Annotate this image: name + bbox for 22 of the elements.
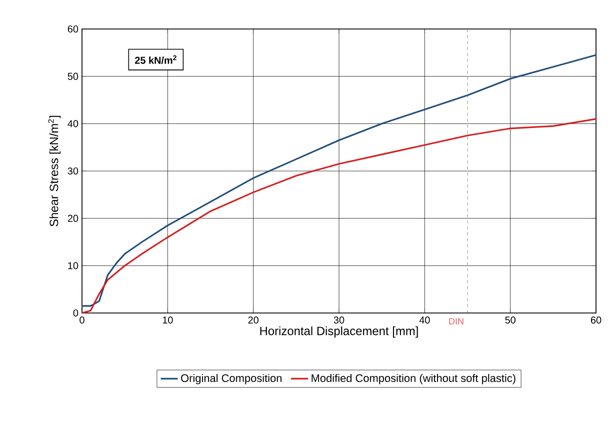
x-tick-label: 20: [248, 316, 258, 324]
x-tick-label: 60: [590, 316, 602, 324]
legend-label: Original Composition: [181, 374, 282, 384]
y-tick-label: 0: [73, 309, 78, 317]
line-series: [81, 118, 597, 314]
line-series: [81, 54, 597, 307]
ref-line-label: DIN: [449, 318, 464, 324]
legend-label: Modified Composition (without soft plastic): [312, 374, 516, 384]
x-tick-label: 0: [80, 316, 84, 324]
x-tick-label: 30: [334, 316, 344, 324]
x-tick-label: 40: [419, 316, 430, 324]
y-tick-label: 20: [68, 214, 78, 222]
annotation: 25 kN/m$^{2}$: [134, 55, 176, 64]
y-tick-label: 10: [68, 262, 78, 270]
y-tick-label: 50: [68, 72, 78, 80]
y-tick-label: 40: [68, 120, 78, 128]
x-axis-title: Horizontal Displacement [mm]: [260, 326, 418, 338]
y-tick-label: 60: [68, 25, 78, 33]
y-axis-title: Shear Stress [kN/m$^{2}$]: [48, 116, 61, 226]
y-tick-label: 30: [68, 167, 78, 175]
x-tick-label: 10: [162, 316, 173, 324]
x-tick-label: 50: [505, 316, 516, 324]
